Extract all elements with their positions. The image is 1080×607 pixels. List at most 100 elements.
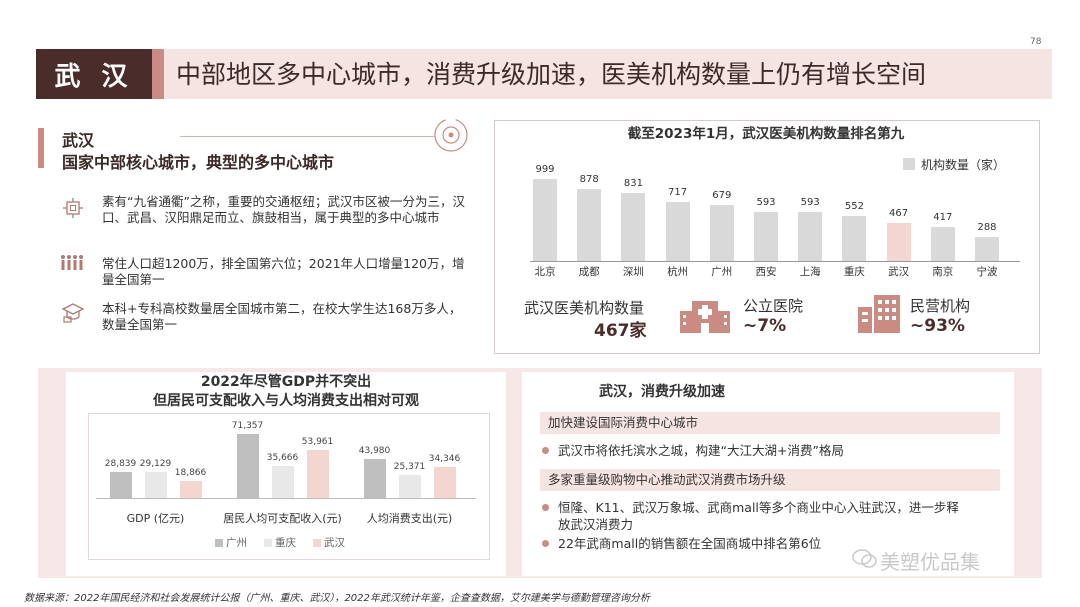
- ranking-bar-value: 467: [889, 207, 909, 219]
- header-band: [152, 49, 1052, 99]
- wechat-icon: [852, 548, 878, 574]
- total-count-value: 467家: [594, 321, 647, 341]
- ranking-bar-value: 878: [579, 173, 599, 185]
- gdp-category-label: 居民人均可支配收入(元): [223, 512, 342, 525]
- legend-swatch: [903, 158, 915, 170]
- consumption-item-text: 恒隆、K11、武汉万象城、武商mall等多个商业中心入驻武汉，进一步释放武汉消费…: [558, 500, 959, 532]
- ranking-bar-value: 593: [756, 197, 776, 209]
- gdp-legend-label: 武汉: [324, 537, 345, 549]
- ranking-bar-value: 831: [623, 177, 643, 189]
- decorative-line: [180, 136, 435, 137]
- gdp-bar-value: 43,980: [358, 445, 391, 456]
- ranking-bar-category: 西安: [755, 266, 777, 278]
- ranking-bar-value: 288: [977, 222, 997, 234]
- ranking-bar: [930, 226, 955, 261]
- gdp-legend-swatch: [215, 539, 223, 547]
- header-label: 武 汉: [36, 49, 152, 99]
- gdp-bar-value: 53,961: [301, 436, 334, 447]
- consumption-item: 武汉市将依托滨水之城，构建“大江大湖+消费”格局: [542, 442, 962, 459]
- page-title: 中部地区多中心城市，消费升级加速，医美机构数量上仍有增长空间: [176, 60, 927, 89]
- gdp-bar-value: 25,371: [393, 462, 426, 473]
- ranking-bar: [533, 179, 557, 261]
- consumption-item-text: 22年武商mall的销售额在全国商城中排名第6位: [558, 536, 822, 551]
- gdp-bar-value: 35,666: [266, 453, 299, 463]
- consumption-item-text: 武汉市将依托滨水之城，构建“大江大湖+消费”格局: [558, 443, 844, 458]
- ranking-bar-category: 杭州: [667, 266, 689, 278]
- footer-source: 数据来源：2022年国民经济和社会发展统计公报（广州、重庆、武汉），2022年武…: [24, 593, 650, 604]
- gdp-bar-value: 29,129: [139, 458, 172, 469]
- private-clinic-value: ~93%: [910, 316, 965, 336]
- gdp-bar-value: 71,357: [231, 421, 264, 431]
- gdp-bar: [307, 449, 329, 498]
- consumption-title: 武汉，消费升级加速: [599, 384, 725, 400]
- ranking-bar-category: 南京: [932, 266, 954, 278]
- ranking-bar: [665, 202, 690, 261]
- ranking-bar-value: 593: [800, 197, 820, 209]
- gdp-chart-frame: [88, 413, 490, 560]
- gdp-bar: [272, 466, 294, 498]
- public-hospital-value: ~7%: [743, 316, 787, 336]
- ranking-bar-category: 武汉: [888, 266, 910, 278]
- gdp-bar: [110, 472, 132, 498]
- section-title: 武汉: [62, 131, 95, 150]
- ranking-bar-category: 宁波: [976, 266, 998, 278]
- compass-decoration-icon: [432, 116, 470, 158]
- ranking-bar-category: 北京: [534, 266, 556, 278]
- gdp-legend-label: 重庆: [275, 537, 296, 549]
- ranking-bar-category: 上海: [799, 266, 821, 278]
- gdp-category-label: 人均消费支出(元): [366, 512, 453, 525]
- ranking-bar-value: 552: [844, 200, 864, 212]
- bullet-dot: [542, 447, 549, 454]
- section-subtitle: 国家中部核心城市，典型的多中心城市: [62, 153, 335, 172]
- gdp-bar: [434, 467, 456, 498]
- gdp-title-line1: 2022年尽管GDP并不突出: [200, 374, 372, 390]
- bullet-text-education: 本科+专科高校数量居全国城市第二，在校大学生达168万多人，数量全国第一: [102, 301, 462, 332]
- ranking-bar-category: 广州: [711, 266, 733, 278]
- ranking-bar: [754, 212, 778, 261]
- gdp-bar-value: 34,346: [428, 454, 461, 465]
- x-axis-line: [530, 261, 1020, 262]
- consumption-heading-1: 加快建设国际消费中心城市: [540, 412, 1000, 434]
- gdp-bar: [180, 481, 202, 498]
- ranking-chart-title: 截至2023年1月，武汉医美机构数量排名第九: [627, 126, 905, 142]
- ranking-bar-value: 417: [933, 211, 953, 223]
- bullet-text-population: 常住人口超1200万，排全国第六位；2021年人口增量120万，增量全国第一: [102, 256, 465, 287]
- consumption-item: 恒隆、K11、武汉万象城、武商mall等多个商业中心入驻武汉，进一步释放武汉消费…: [542, 499, 962, 533]
- gdp-legend-swatch: [264, 539, 272, 547]
- ranking-bar-value: 717: [668, 187, 688, 199]
- ranking-bar: [709, 205, 734, 261]
- public-hospital-label: 公立医院: [743, 297, 804, 315]
- watermark-text: 美塑优品集: [880, 550, 980, 574]
- ranking-bar-category: 成都: [578, 266, 600, 278]
- ranking-bar-category: 重庆: [843, 266, 865, 278]
- legend-label: 机构数量（家）: [921, 158, 1006, 172]
- gdp-bar: [364, 458, 386, 498]
- consumption-item: 22年武商mall的销售额在全国商城中排名第6位: [542, 535, 962, 552]
- gdp-x-axis-line: [96, 498, 476, 499]
- gdp-legend-label: 广州: [226, 537, 247, 549]
- bullet-text-transport: 素有“九省通衢”之称，重要的交通枢纽；武汉市区被一分为三，汉口、武昌、汉阳鼎足而…: [102, 194, 465, 225]
- gdp-bar: [237, 434, 259, 498]
- ranking-bar-value: 999: [535, 164, 555, 175]
- private-clinic-icon: [858, 293, 902, 337]
- total-count-label: 武汉医美机构数量: [524, 299, 645, 317]
- ranking-bar: [842, 215, 867, 261]
- gdp-bar: [399, 475, 421, 498]
- ranking-bar: [798, 212, 823, 261]
- consumption-heading-2: 多家重量级购物中心推动武汉消费市场升级: [540, 469, 1000, 491]
- ranking-bar: [975, 237, 999, 261]
- gdp-title-line2: 但居民可支配收入与人均消费支出相对可观: [153, 393, 419, 409]
- ranking-bar: [577, 188, 602, 261]
- private-clinic-label: 民营机构: [910, 297, 971, 315]
- bullet-dot: [542, 540, 549, 547]
- page-number: 78: [1030, 37, 1042, 47]
- hospital-icon: [680, 293, 730, 337]
- gdp-category-label: GDP (亿元): [126, 512, 185, 525]
- gdp-legend-swatch: [313, 539, 321, 547]
- ranking-bar-category: 深圳: [622, 266, 644, 278]
- ranking-bar: [886, 222, 911, 261]
- bullet-dot: [542, 504, 549, 511]
- population-icon: [60, 254, 84, 276]
- transport-hub-icon: [62, 197, 84, 223]
- gdp-bar-value: 28,839: [104, 459, 137, 470]
